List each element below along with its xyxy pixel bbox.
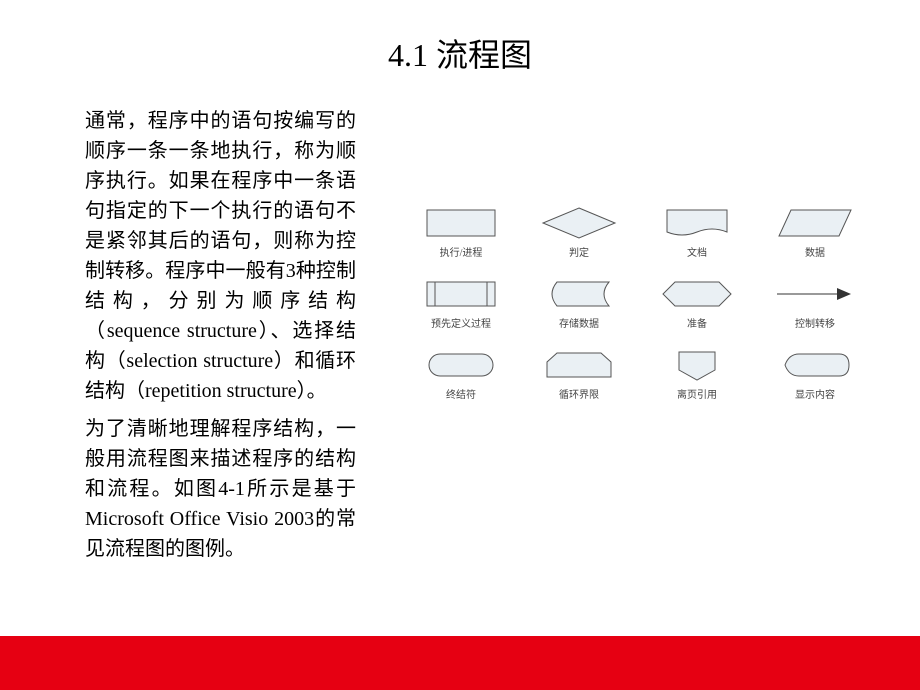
shapes-column: 执行/进程 判定 文档 <box>376 106 870 572</box>
paragraph-2: 为了清晰地理解程序结构，一般用流程图来描述程序的结构和流程。如图4-1所示是基于… <box>85 414 356 564</box>
shape-label: 存储数据 <box>559 315 599 330</box>
shape-label: 离页引用 <box>677 386 717 401</box>
shape-label: 执行/进程 <box>440 244 483 259</box>
loop-icon <box>539 348 619 382</box>
process-icon <box>421 206 501 240</box>
shape-transfer: 控制转移 <box>760 277 870 330</box>
decision-icon <box>539 206 619 240</box>
data-icon <box>775 206 855 240</box>
shape-offpage: 离页引用 <box>642 348 752 401</box>
shape-label: 预先定义过程 <box>431 315 491 330</box>
shape-label: 文档 <box>687 244 707 259</box>
shape-label: 显示内容 <box>795 386 835 401</box>
shape-decision: 判定 <box>524 206 634 259</box>
transfer-icon <box>775 277 855 311</box>
shape-label: 数据 <box>805 244 825 259</box>
shape-label: 判定 <box>569 244 589 259</box>
terminator-icon <box>421 348 501 382</box>
shape-terminator: 终结符 <box>406 348 516 401</box>
storage-icon <box>539 277 619 311</box>
shape-preparation: 准备 <box>642 277 752 330</box>
shape-label: 准备 <box>687 315 707 330</box>
offpage-icon <box>657 348 737 382</box>
text-column: 通常，程序中的语句按编写的顺序一条一条地执行，称为顺序执行。如果在程序中一条语句… <box>85 106 356 572</box>
shapes-grid: 执行/进程 判定 文档 <box>406 206 870 401</box>
paragraph-1: 通常，程序中的语句按编写的顺序一条一条地执行，称为顺序执行。如果在程序中一条语句… <box>85 106 356 406</box>
shape-loop: 循环界限 <box>524 348 634 401</box>
shape-process: 执行/进程 <box>406 206 516 259</box>
shape-document: 文档 <box>642 206 752 259</box>
shape-predefined: 预先定义过程 <box>406 277 516 330</box>
display-icon <box>775 348 855 382</box>
content-area: 通常，程序中的语句按编写的顺序一条一条地执行，称为顺序执行。如果在程序中一条语句… <box>0 106 920 572</box>
shape-data: 数据 <box>760 206 870 259</box>
shape-label: 控制转移 <box>795 315 835 330</box>
shape-display: 显示内容 <box>760 348 870 401</box>
shape-label: 终结符 <box>446 386 476 401</box>
footer-bar <box>0 636 920 690</box>
document-icon <box>657 206 737 240</box>
preparation-icon <box>657 277 737 311</box>
slide-title: 4.1 流程图 <box>0 30 920 76</box>
shape-storage: 存储数据 <box>524 277 634 330</box>
predefined-icon <box>421 277 501 311</box>
shape-label: 循环界限 <box>559 386 599 401</box>
